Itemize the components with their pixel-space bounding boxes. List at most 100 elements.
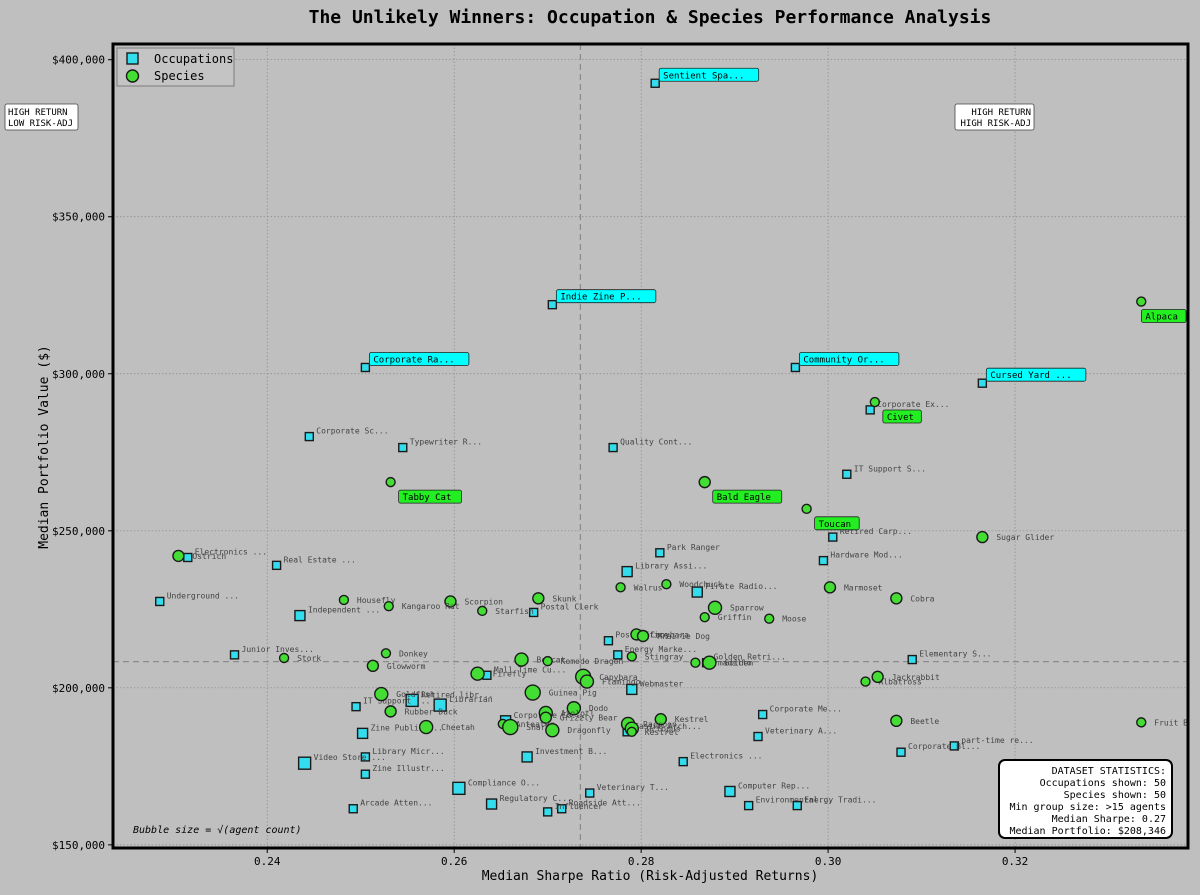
occupation-label: Investment B... (535, 747, 607, 756)
species-point (338, 594, 350, 606)
occupation-point (585, 788, 595, 798)
occupation-point (757, 709, 768, 720)
occupation-label: Librarian (449, 695, 493, 704)
species-label: Beetle (910, 717, 939, 726)
highlight-species-label: Alpaca (1145, 313, 1178, 323)
species-point (444, 595, 457, 608)
species-point (702, 655, 717, 670)
occupation-label: Environmental... (756, 796, 833, 805)
species-label: Scorpion (464, 597, 503, 606)
occupation-label: Roadside Att... (569, 799, 641, 808)
stats-line: Occupations shown: 50 (1040, 778, 1166, 789)
species-point (707, 600, 723, 615)
species-point (801, 503, 812, 515)
occupation-label: Pirate Radio... (705, 582, 777, 591)
species-label: Anteater (516, 720, 555, 729)
species-label: Stingray (645, 652, 684, 661)
species-label: Raccoon (643, 720, 677, 729)
occupation-point (542, 807, 553, 817)
species-point (699, 611, 710, 623)
quadrant-label-top-left-box (4, 103, 79, 131)
occupation-point (547, 299, 558, 310)
stats-line: Min group size: >15 agents (1009, 802, 1166, 813)
occupation-label: Regulatory C... (500, 794, 572, 803)
species-point (524, 684, 541, 701)
occupation-point (556, 804, 567, 814)
highlight-species-box (712, 489, 783, 504)
occupation-point (294, 609, 306, 622)
species-label: Marmoset (844, 583, 883, 592)
species-label: Komodo Dragon (561, 657, 624, 666)
species-point (477, 605, 488, 617)
occupation-point (655, 548, 665, 558)
occupation-point (360, 362, 371, 373)
data-points-group: Corporate Sc... Typewriter R... Quality Co… (155, 78, 1188, 817)
occupation-label: Library Assi... (635, 562, 707, 571)
species-label: Woodchuck (679, 580, 723, 589)
species-point (636, 629, 650, 643)
occupation-label: Arcade Atten... (360, 799, 432, 808)
species-label: Grizzly Bear (560, 714, 618, 723)
highlight-occupation-label: Community Or... (803, 355, 884, 365)
y-tick-label: $300,000 (52, 368, 105, 381)
species-point (869, 396, 881, 408)
occupation-point (603, 636, 614, 646)
x-tick-label: 0.30 (815, 855, 842, 868)
species-label: Jackrabbit (892, 673, 940, 682)
species-point (366, 659, 380, 673)
species-label: Axolotl (561, 709, 595, 718)
occupation-label: Retired Carp... (840, 527, 912, 536)
occupation-label: Veterinary A... (765, 727, 837, 736)
y-tick-label: $200,000 (52, 682, 105, 695)
occupation-label: part-time re... (961, 736, 1033, 745)
species-point (823, 581, 837, 594)
species-point (514, 652, 529, 667)
species-label: Capybara (599, 673, 638, 682)
occupation-point (907, 654, 917, 665)
species-label: Armadillo (708, 659, 752, 668)
x-tick-label: 0.26 (441, 855, 468, 868)
occupation-point (485, 798, 498, 810)
occupation-label: Quality Cont... (620, 438, 692, 447)
species-label: Albatross (879, 678, 923, 687)
species-label: Stork (297, 654, 321, 663)
quadrant-label-top-right-line2: HIGH RISK-ADJ (961, 119, 1031, 129)
species-point (384, 705, 397, 718)
species-label: Golden (724, 659, 753, 668)
occupation-point (360, 769, 371, 779)
species-label: Skunk (552, 594, 576, 603)
species-point (690, 657, 701, 668)
highlight-occupation-box (555, 289, 657, 304)
occupation-label: Video Store ... (314, 753, 386, 762)
species-point (278, 652, 290, 664)
chart-title: The Unlikely Winners: Occupation & Speci… (309, 7, 992, 28)
stats-line: Median Sharpe: 0.27 (1052, 814, 1166, 825)
species-label: Walrus (634, 583, 663, 592)
plot-area: 0.24 0.26 0.28 0.30 0.32 $150,000 $200,000 $250… (4, 42, 1190, 868)
occupation-point (828, 532, 838, 542)
legend-occupation-marker (126, 52, 139, 65)
occupation-label: Elementary S... (919, 650, 991, 659)
species-point (698, 475, 711, 489)
species-label: Shark (526, 723, 550, 732)
species-point (172, 549, 185, 563)
highlight-species-label: Toucan (819, 520, 852, 530)
species-label: Ostrich (192, 552, 226, 561)
highlight-occupation-label: Corporate Ra... (373, 355, 454, 365)
highlight-occupation-label: Sentient Spa... (663, 71, 744, 81)
species-point (871, 670, 884, 684)
species-label: Starfish (495, 607, 534, 616)
occupation-point (398, 442, 408, 453)
species-point (545, 723, 560, 738)
occupation-point (949, 741, 960, 751)
species-point (542, 655, 553, 667)
occupation-label: Energy Tradi... (804, 796, 876, 805)
occupation-point (183, 552, 193, 563)
occupation-point (650, 78, 660, 88)
x-tick-label: 0.28 (628, 855, 655, 868)
occupation-label: Real Estate ... (284, 555, 356, 564)
occupation-label: Retired libr... (421, 690, 493, 699)
highlight-species-box (814, 516, 860, 531)
species-point (383, 600, 394, 612)
species-label: Kangaroo Rat (402, 602, 460, 611)
